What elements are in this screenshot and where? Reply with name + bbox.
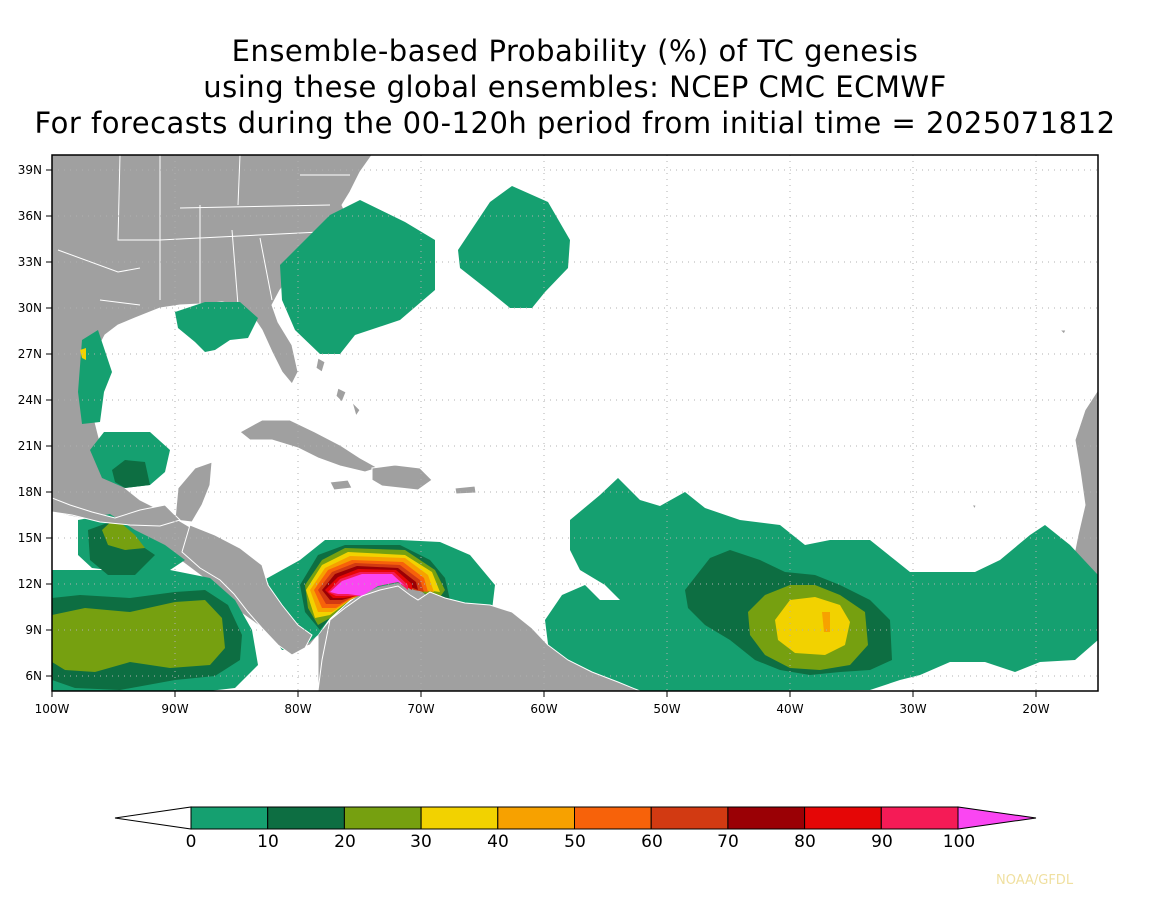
colorbar-segment-5 <box>497 806 575 830</box>
colorbar-label-60: 60 <box>641 832 663 852</box>
title-line-1: Ensemble-based Probability (%) of TC gen… <box>231 34 919 68</box>
colorbar <box>114 806 1037 830</box>
lat-label-36n: 36N <box>17 209 42 223</box>
lat-label-39n: 39N <box>17 163 42 177</box>
lon-label-70w: 70W <box>407 702 435 716</box>
lat-label-15n: 15N <box>17 531 42 545</box>
colorbar-label-70: 70 <box>717 832 739 852</box>
contour-10-bay-campeche <box>90 432 170 488</box>
lon-label-50w: 50W <box>653 702 681 716</box>
colorbar-label-100: 100 <box>942 832 976 852</box>
colorbar-arrow-high <box>957 806 1037 830</box>
colorbar-segment-6 <box>574 806 652 830</box>
lon-label-60w: 60W <box>530 702 558 716</box>
lat-label-30n: 30N <box>17 301 42 315</box>
colorbar-label-20: 20 <box>334 832 356 852</box>
lat-label-18n: 18N <box>17 485 42 499</box>
land-cabo-verde <box>971 504 977 511</box>
lat-label-24n: 24N <box>17 393 42 407</box>
colorbar-label-10: 10 <box>257 832 279 852</box>
land-central-america-overlay <box>181 524 313 656</box>
contour-max-caribbean <box>330 574 405 596</box>
colorbar-segment-3 <box>343 806 422 830</box>
contour-10-texas <box>78 330 112 424</box>
state-borders <box>57 155 350 306</box>
probability-contours <box>52 186 1098 691</box>
lon-label-40w: 40W <box>776 702 804 716</box>
contour-50-atlantic <box>822 612 830 632</box>
lon-label-100w: 100W <box>34 702 70 716</box>
colorbar-label-90: 90 <box>871 832 893 852</box>
lon-label-30w: 30W <box>899 702 927 716</box>
lon-label-90w: 90W <box>161 702 189 716</box>
colorbar-segment-1 <box>190 806 269 830</box>
contour-10-east-us <box>280 200 435 354</box>
lat-label-33n: 33N <box>17 255 42 269</box>
lat-label-27n: 27N <box>17 347 42 361</box>
land-yucatan <box>174 461 213 523</box>
contour-40-atlantic <box>775 597 850 655</box>
contour-10-bermuda <box>458 186 570 308</box>
colorbar-segment-9 <box>804 806 882 830</box>
colorbar-segment-2 <box>267 806 345 830</box>
tick-marks <box>46 169 1037 697</box>
colorbar-label-80: 80 <box>794 832 816 852</box>
title-line-3: For forecasts during the 00-120h period … <box>34 106 1116 140</box>
colorbar-segment-7 <box>650 806 729 830</box>
colorbar-segment-8 <box>727 806 806 830</box>
colorbar-segment-4 <box>420 806 499 830</box>
map-frame <box>51 154 1099 692</box>
land-hispaniola <box>371 464 433 491</box>
lat-label-12n: 12N <box>17 577 42 591</box>
colorbar-segment-10 <box>880 806 959 830</box>
contour-10-gulf <box>175 302 258 352</box>
lat-label-21n: 21N <box>17 439 42 453</box>
land-bahamas-3 <box>350 400 361 418</box>
lat-label-9n: 9N <box>25 623 42 637</box>
colorbar-label-0: 0 <box>185 832 197 852</box>
land-jamaica <box>329 479 353 491</box>
land-bahamas-1 <box>315 357 326 373</box>
land-south-america-overlay <box>317 585 641 691</box>
land-overlay <box>52 497 641 691</box>
lon-label-20w: 20W <box>1022 702 1050 716</box>
colorbar-label-50: 50 <box>564 832 586 852</box>
colorbar-arrow-low <box>114 806 192 830</box>
credit-text: NOAA/GFDL <box>996 873 1074 888</box>
land-puerto-rico <box>454 485 477 495</box>
grid-lines <box>52 155 1098 691</box>
lat-label-6n: 6N <box>25 669 42 683</box>
contour-30-pacific-a <box>102 518 145 550</box>
contour-20-bay <box>112 460 150 488</box>
lon-label-80w: 80W <box>284 702 312 716</box>
land-mexico-overlay <box>52 497 181 527</box>
contour-30-pacific-b <box>52 600 225 672</box>
colorbar-label-30: 30 <box>410 832 432 852</box>
colorbar-label-40: 40 <box>487 832 509 852</box>
land-canary <box>1058 329 1067 335</box>
title-line-2: using these global ensembles: NCEP CMC E… <box>203 70 947 104</box>
land-bahamas-2 <box>335 387 347 403</box>
